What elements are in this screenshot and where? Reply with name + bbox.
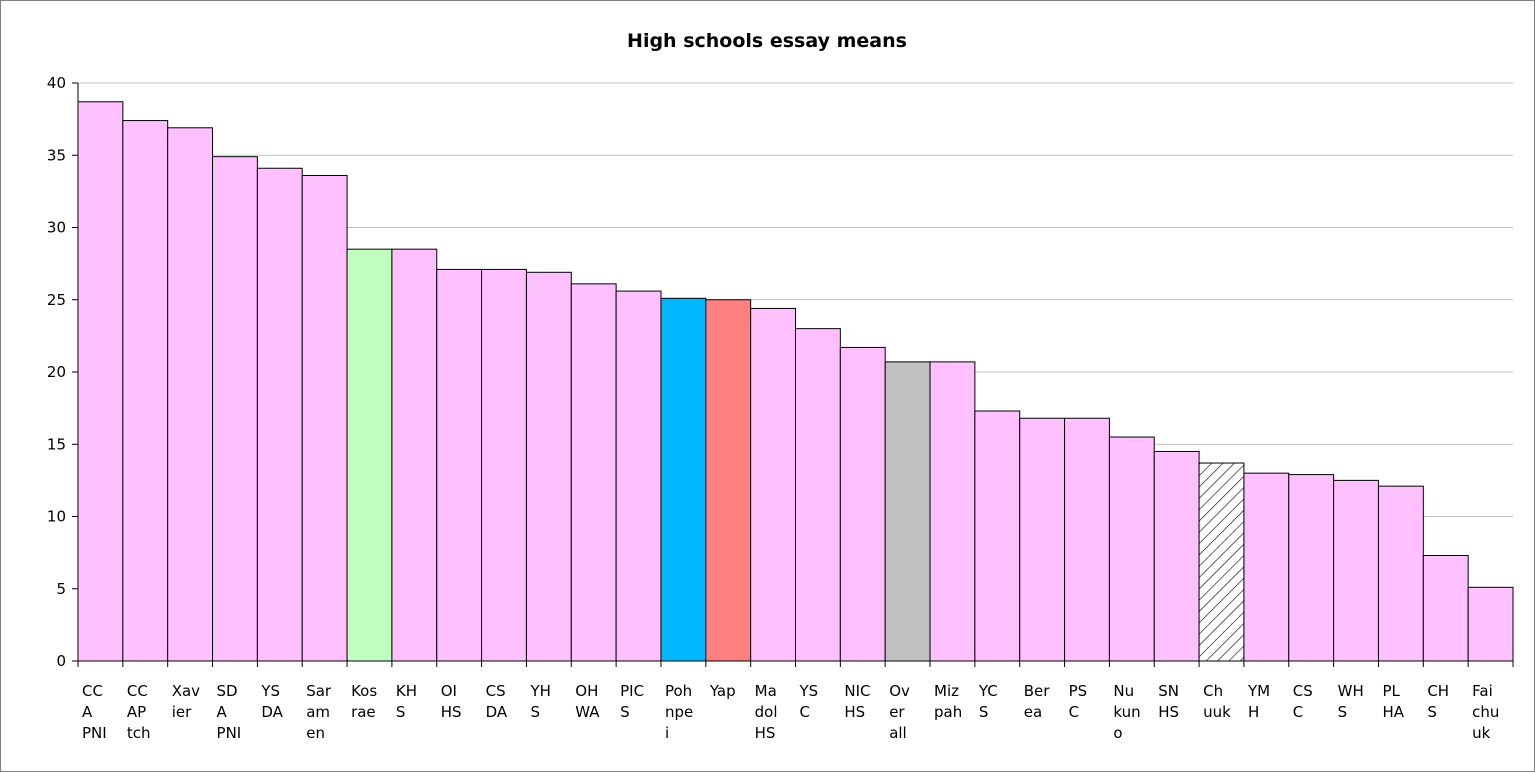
y-tick-label: 25 <box>47 291 66 309</box>
y-tick-label: 10 <box>47 508 66 526</box>
x-tick-label: Ma dol HS <box>755 682 783 742</box>
bar <box>1243 472 1290 662</box>
x-tick-label: CH S <box>1427 682 1454 721</box>
y-tick-label: 40 <box>47 74 66 92</box>
x-tick-label: OH WA <box>575 682 603 721</box>
x-tick-label: Nu kun o <box>1113 682 1145 742</box>
x-tick-label: CC AP tch <box>127 682 153 742</box>
bar <box>346 248 393 662</box>
x-tick-label: Sar am en <box>306 682 336 742</box>
bar <box>1064 417 1110 662</box>
bar <box>481 268 527 662</box>
bar <box>705 299 752 662</box>
x-tick-label: Kos rae <box>351 682 382 721</box>
bar <box>839 346 886 662</box>
x-tick-label: Ch uuk <box>1203 682 1231 721</box>
x-tick-label: Yap <box>709 682 736 700</box>
bar <box>1288 474 1335 662</box>
bar <box>884 361 931 662</box>
bar <box>1153 450 1200 662</box>
bar <box>212 156 258 662</box>
bar <box>1422 555 1469 662</box>
bar <box>122 120 169 662</box>
bar <box>974 410 1021 662</box>
bar <box>256 167 303 662</box>
bar <box>660 297 707 662</box>
x-tick-label: CS DA <box>486 682 511 721</box>
x-tick-label: SN HS <box>1158 682 1184 721</box>
y-tick-label: 5 <box>56 580 66 598</box>
bar <box>615 290 662 662</box>
x-tick-label: YC S <box>978 682 1003 721</box>
x-tick-label: YM H <box>1247 682 1275 721</box>
x-tick-label: SD A PNI <box>217 682 243 742</box>
x-tick-label: PS C <box>1069 682 1092 721</box>
bar <box>436 268 483 662</box>
bar <box>1467 586 1514 662</box>
bar <box>167 127 214 662</box>
x-tick-label: PL HA <box>1382 682 1404 721</box>
bar <box>1108 436 1155 662</box>
x-tick-label: CS C <box>1293 682 1318 721</box>
bar <box>929 361 976 662</box>
bar <box>795 328 841 662</box>
y-tick-label: 20 <box>47 363 66 381</box>
x-tick-label: YS DA <box>260 682 284 721</box>
x-tick-label: OI HS <box>441 682 462 721</box>
bar <box>1198 462 1245 662</box>
x-tick-label: YS C <box>799 682 823 721</box>
y-tick-label: 35 <box>47 146 66 164</box>
bar <box>391 248 438 662</box>
y-tick-label: 30 <box>47 219 66 237</box>
bar <box>1019 417 1066 662</box>
x-tick-label: NIC HS <box>844 682 875 721</box>
bar <box>301 174 348 662</box>
x-tick-label: Miz pah <box>934 682 964 721</box>
bar <box>570 283 617 662</box>
x-tick-label: KH S <box>396 682 422 721</box>
x-tick-label: CC A PNI <box>82 682 108 742</box>
bar <box>77 101 124 662</box>
x-tick-label: PIC S <box>620 682 649 721</box>
bar <box>525 271 572 662</box>
y-tick-label: 0 <box>56 652 66 670</box>
x-tick-label: Xav ier <box>172 682 205 721</box>
chart-title: High schools essay means <box>627 30 907 52</box>
x-tick-label: Ber ea <box>1024 682 1054 721</box>
x-tick-label: YH S <box>529 682 555 721</box>
bar <box>1333 479 1379 662</box>
bar <box>750 307 796 662</box>
bar <box>1377 485 1424 662</box>
x-tick-label: Fai chu uk <box>1472 682 1504 742</box>
x-tick-label: Ov er all <box>889 682 914 742</box>
x-tick-label: WH S <box>1338 682 1369 721</box>
y-tick-label: 15 <box>47 435 66 453</box>
x-tick-label: Poh npe i <box>665 682 698 742</box>
